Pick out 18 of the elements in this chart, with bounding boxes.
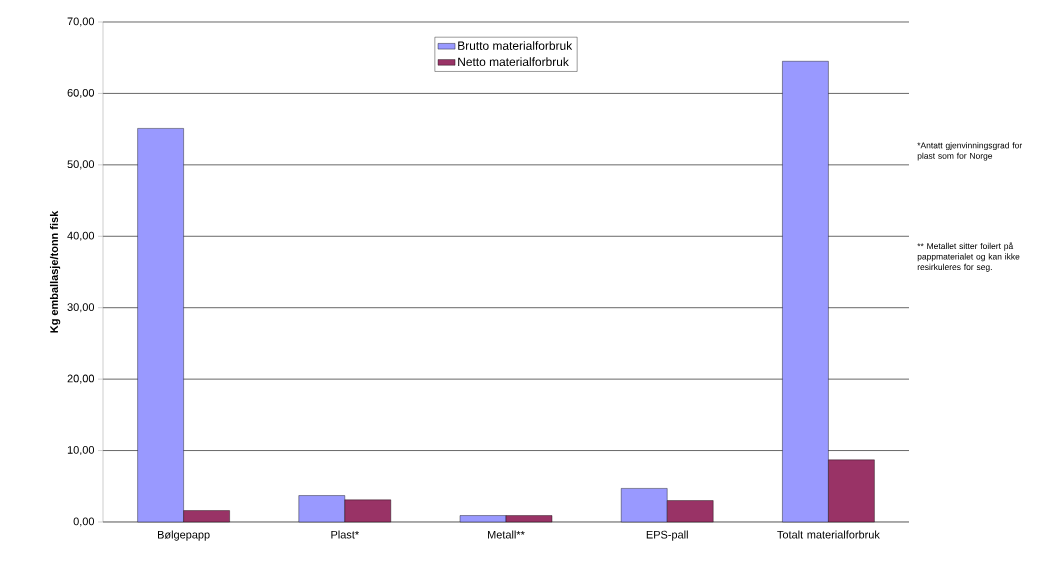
text: ** Metallet sitter foilert på pappmaterialet og kan ikke resirkuleres for seg. (917, 242, 1020, 272)
y-tick-label: 60,00 (67, 88, 95, 98)
y-tick-label: 0,00 (73, 517, 95, 527)
x-tick-label: Metall** (488, 530, 525, 539)
y-tick-label: 50,00 (67, 160, 95, 170)
x-tick-label: Bølgepapp (158, 530, 210, 541)
y-axis-title: Kg emballasje/tonn fisk (49, 210, 61, 333)
x-tick-label: Plast* (331, 530, 359, 539)
x-tick-label: Totalt materialforbruk (777, 530, 880, 539)
legend-label: Brutto materialforbruk (458, 41, 573, 50)
y-tick-label: 40,00 (67, 231, 95, 241)
y-tick-label: 20,00 (67, 374, 95, 384)
y-tick-label: 70,00 (67, 17, 95, 27)
y-tick-label: 10,00 (67, 446, 95, 456)
y-tick-label: 30,00 (67, 303, 95, 313)
legend-label: Netto materialforbruk (458, 57, 569, 67)
x-tick-label: EPS-pall (646, 530, 688, 541)
text: *Antatt gjenvinningsgrad for plast som for Norge (917, 142, 1023, 161)
